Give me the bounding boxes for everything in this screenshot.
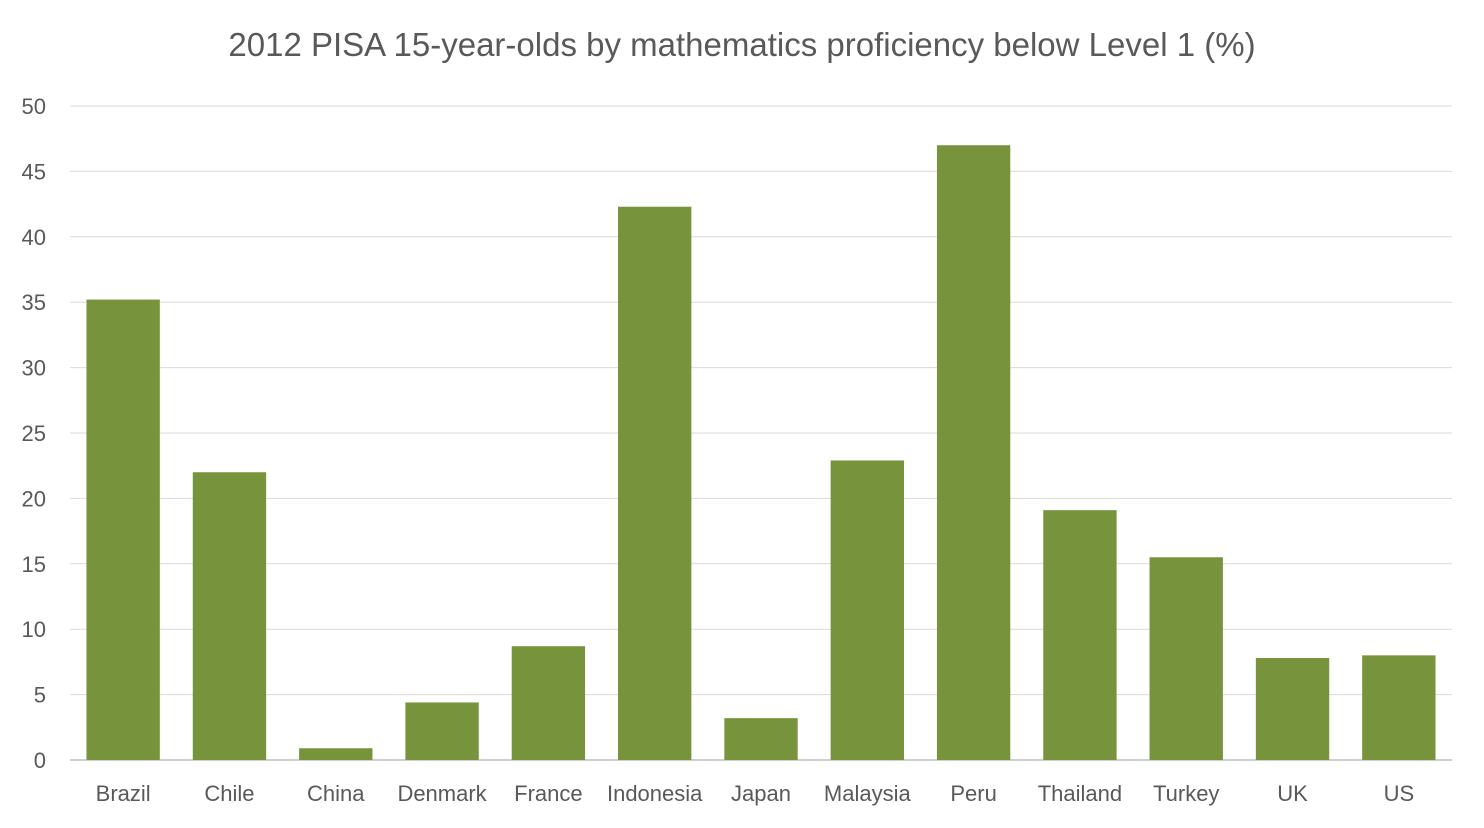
gridlines [70, 105, 1452, 761]
bar-denmark [405, 702, 479, 760]
bars [86, 145, 1436, 761]
y-tick-label: 25 [22, 421, 46, 446]
bar-peru [936, 145, 1011, 761]
y-axis-ticks: 0 5 10 15 20 25 30 35 40 45 50 [22, 94, 46, 773]
bar-us [1362, 655, 1436, 760]
bar-indonesia [618, 206, 692, 760]
bar-china [299, 748, 373, 760]
y-tick-label: 10 [22, 617, 46, 642]
y-tick-label: 35 [22, 290, 46, 315]
x-category-label: US [1384, 781, 1415, 806]
x-category-label: Turkey [1153, 781, 1219, 806]
y-tick-label: 30 [22, 356, 46, 381]
x-category-label: Denmark [397, 781, 487, 806]
x-category-label: Indonesia [607, 781, 703, 806]
bar-uk [1255, 657, 1330, 760]
x-category-label: France [514, 781, 582, 806]
y-tick-label: 40 [22, 225, 46, 250]
x-category-label: China [307, 781, 365, 806]
x-category-label: Japan [731, 781, 791, 806]
x-category-label: Brazil [96, 781, 151, 806]
y-tick-label: 20 [22, 486, 46, 511]
y-tick-label: 15 [22, 552, 46, 577]
y-tick-label: 45 [22, 159, 46, 184]
x-category-label: Malaysia [824, 781, 912, 806]
bar-france [511, 646, 586, 760]
x-category-label: Thailand [1038, 781, 1122, 806]
bar-chile [192, 472, 267, 760]
bar-malaysia [830, 460, 904, 760]
x-category-label: UK [1277, 781, 1308, 806]
bar-japan [724, 718, 798, 760]
bar-turkey [1149, 557, 1223, 760]
bar-brazil [86, 299, 160, 760]
bar-thailand [1043, 510, 1117, 760]
chart-title: 2012 PISA 15-year-olds by mathematics pr… [228, 26, 1256, 63]
x-axis-categories: Brazil Chile China Denmark France Indonesia Ja… [96, 781, 1414, 806]
x-category-label: Chile [204, 781, 254, 806]
y-tick-label: 5 [34, 683, 46, 708]
y-tick-label: 0 [34, 748, 46, 773]
y-tick-label: 50 [22, 94, 46, 119]
x-category-label: Peru [950, 781, 996, 806]
